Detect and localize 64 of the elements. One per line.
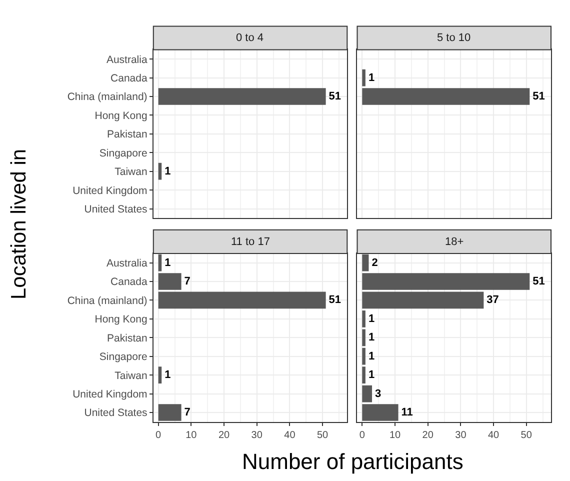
y-tick-label: United Kingdom [72, 388, 148, 400]
bar [158, 366, 162, 384]
bar [362, 254, 369, 272]
bar [158, 404, 182, 421]
y-tick-label: Singapore [99, 147, 148, 160]
y-tick-label: Taiwan [114, 370, 148, 382]
y-tick-label: Australia [106, 257, 148, 270]
x-tick-label: 0 [359, 430, 366, 441]
chart-title: 18+ [445, 236, 464, 248]
y-axis-title: Location lived in [7, 148, 30, 300]
x-tick-label: 40 [284, 430, 296, 441]
data-label: 1 [164, 165, 171, 178]
y-tick-label: Hong Kong [94, 110, 148, 122]
y-tick-label: Hong Kong [94, 314, 148, 326]
data-label: 1 [164, 369, 171, 382]
data-label: 1 [368, 332, 375, 344]
bar [158, 273, 182, 290]
y-tick-label: Singapore [99, 351, 148, 364]
data-label: 51 [328, 90, 342, 103]
bar [362, 273, 530, 290]
x-tick-label: 50 [316, 430, 329, 441]
y-tick-label: United States [84, 407, 148, 420]
bar [158, 254, 162, 272]
x-tick-label: 10 [389, 430, 402, 441]
bar [362, 292, 484, 309]
chart-title: 5 to 10 [437, 32, 471, 44]
data-label: 37 [486, 294, 499, 306]
x-tick-label: 20 [218, 430, 230, 441]
data-label: 7 [184, 276, 190, 288]
y-tick-label: Pakistan [107, 128, 148, 141]
chart-title: 0 to 4 [236, 32, 264, 44]
data-label: 11 [401, 406, 413, 418]
x-tick-label: 30 [455, 430, 467, 441]
data-label: 3 [375, 388, 382, 400]
data-label: 7 [184, 406, 190, 418]
chart-title: 11 to 17 [231, 236, 270, 248]
y-tick-label: Canada [110, 276, 148, 288]
y-tick-label: China (mainland) [67, 294, 148, 307]
bar [158, 292, 326, 309]
x-tick-label: 10 [186, 430, 198, 441]
data-label: 1 [368, 72, 375, 84]
y-tick-label: United States [84, 203, 148, 216]
data-label: 1 [368, 369, 375, 382]
x-tick-label: 40 [488, 430, 500, 441]
data-label: 1 [368, 350, 375, 362]
x-tick-label: 0 [156, 430, 162, 441]
data-label: 1 [164, 256, 171, 269]
data-label: 51 [532, 90, 545, 103]
x-tick-label: 20 [422, 430, 434, 441]
bar [362, 385, 372, 402]
y-tick-label: Taiwan [114, 166, 148, 178]
data-label: 2 [372, 256, 378, 269]
x-axis-title: Number of participants [242, 449, 464, 474]
y-tick-label: United Kingdom [72, 184, 148, 197]
y-tick-label: Pakistan [107, 332, 148, 344]
data-label: 51 [328, 294, 342, 306]
y-tick-label: Australia [106, 54, 148, 66]
y-tick-label: China (mainland) [67, 91, 148, 104]
x-tick-label: 50 [520, 430, 532, 441]
data-label: 1 [368, 312, 375, 325]
x-tick-label: 30 [251, 430, 263, 441]
bar [362, 404, 398, 421]
y-tick-label: Canada [110, 72, 148, 84]
data-label: 51 [532, 276, 545, 288]
